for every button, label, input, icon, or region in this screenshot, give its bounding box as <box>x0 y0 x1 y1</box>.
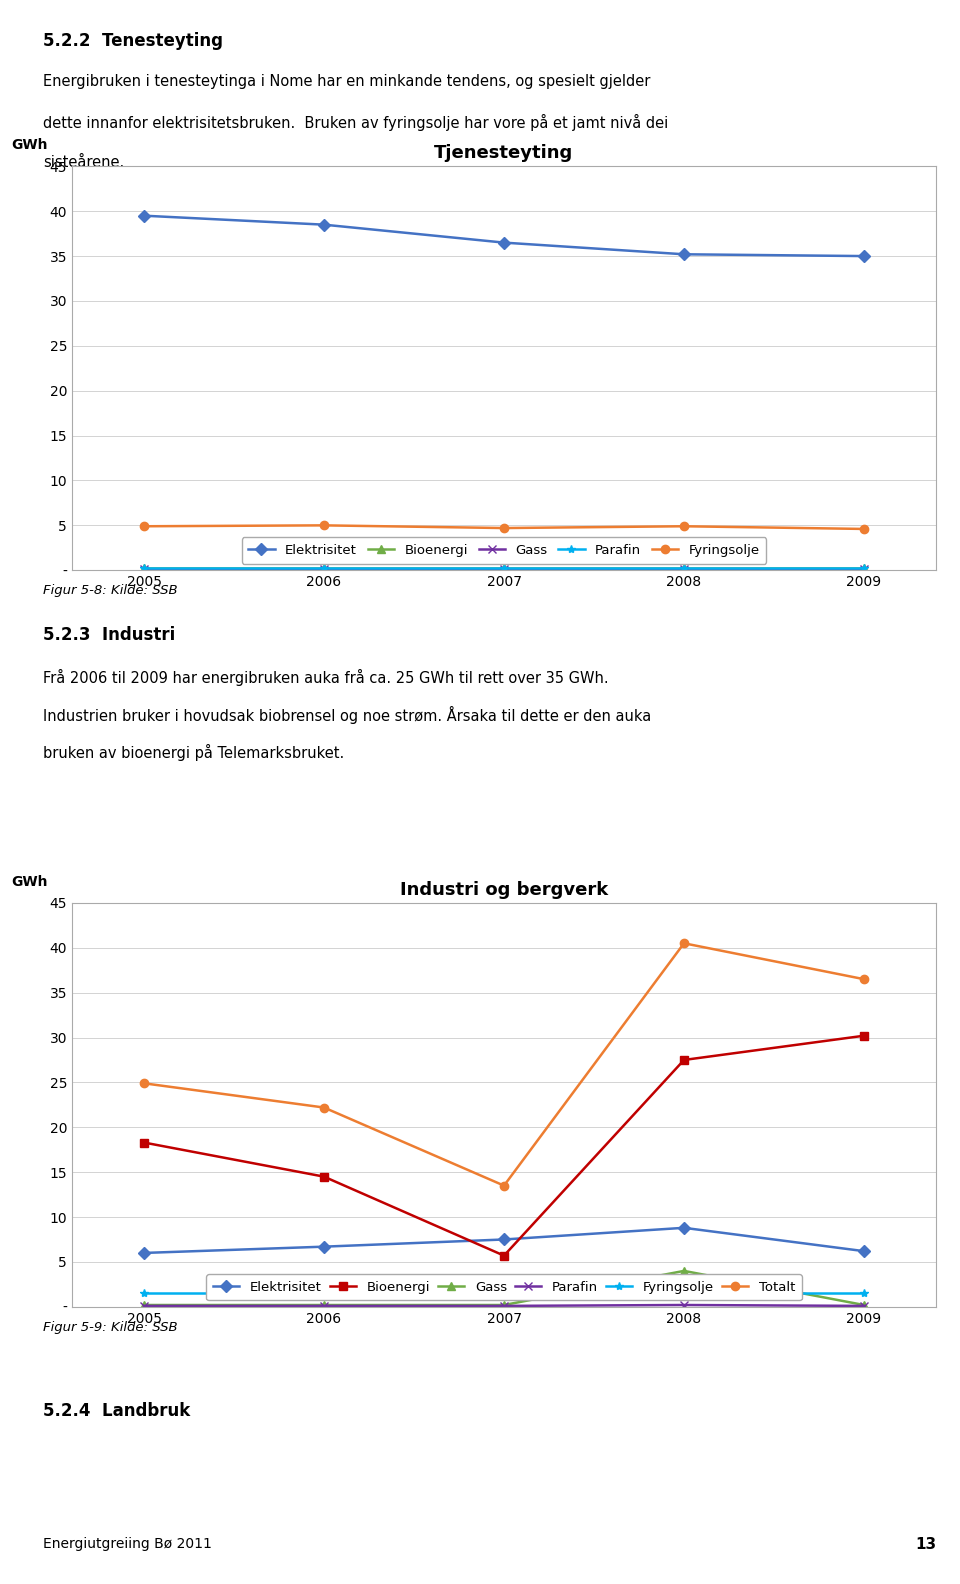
Gass <box>498 1296 510 1315</box>
Line: Gass: Gass <box>140 1267 868 1308</box>
Text: Figur 5-8: Kilde: SSB: Figur 5-8: Kilde: SSB <box>43 584 178 597</box>
Bioenergi <box>138 1133 150 1152</box>
Gass <box>319 559 330 578</box>
Totalt <box>858 969 870 988</box>
Text: bruken av bioenergi på Telemarksbruket.: bruken av bioenergi på Telemarksbruket. <box>43 744 345 762</box>
Elektrisitet <box>498 233 510 252</box>
Line: Elektrisitet: Elektrisitet <box>140 1224 868 1258</box>
Bioenergi <box>319 1167 330 1186</box>
Gass <box>498 559 510 578</box>
Elektrisitet <box>138 1243 150 1262</box>
Fyringsolje <box>498 518 510 537</box>
Gass <box>138 1296 150 1315</box>
Totalt <box>319 1098 330 1117</box>
Line: Fyringsolje: Fyringsolje <box>140 521 868 534</box>
Parafin <box>678 559 689 578</box>
Gass <box>858 1296 870 1315</box>
Text: dette innanfor elektrisitetsbruken.  Bruken av fyringsolje har vore på et jamt n: dette innanfor elektrisitetsbruken. Bruk… <box>43 114 668 131</box>
Line: Parafin: Parafin <box>140 564 868 572</box>
Line: Parafin: Parafin <box>140 1300 868 1310</box>
Legend: Elektrisitet, Bioenergi, Gass, Parafin, Fyringsolje: Elektrisitet, Bioenergi, Gass, Parafin, … <box>242 537 766 564</box>
Elektrisitet <box>858 1242 870 1261</box>
Line: Bioenergi: Bioenergi <box>140 1031 868 1259</box>
Bioenergi <box>138 558 150 577</box>
Text: 13: 13 <box>915 1536 936 1552</box>
Text: Energiutgreiing Bø 2011: Energiutgreiing Bø 2011 <box>43 1538 212 1551</box>
Legend: Elektrisitet, Bioenergi, Gass, Parafin, Fyringsolje, Totalt: Elektrisitet, Bioenergi, Gass, Parafin, … <box>206 1274 802 1300</box>
Parafin <box>138 559 150 578</box>
Fyringsolje <box>138 1283 150 1302</box>
Parafin <box>858 559 870 578</box>
Fyringsolje <box>858 1283 870 1302</box>
Fyringsolje <box>678 1283 689 1302</box>
Parafin <box>498 559 510 578</box>
Line: Bioenergi: Bioenergi <box>140 564 868 572</box>
Text: Figur 5-9: Kilde: SSB: Figur 5-9: Kilde: SSB <box>43 1321 178 1334</box>
Text: 5.2.3  Industri: 5.2.3 Industri <box>43 626 176 643</box>
Elektrisitet <box>319 1237 330 1256</box>
Line: Gass: Gass <box>140 565 868 573</box>
Bioenergi <box>858 1026 870 1045</box>
Line: Elektrisitet: Elektrisitet <box>140 212 868 260</box>
Fyringsolje <box>138 516 150 535</box>
Elektrisitet <box>498 1229 510 1248</box>
Line: Fyringsolje: Fyringsolje <box>140 1289 868 1297</box>
Fyringsolje <box>319 1283 330 1302</box>
Bioenergi <box>498 558 510 577</box>
Parafin <box>319 1296 330 1315</box>
Totalt <box>138 1074 150 1093</box>
Text: GWh: GWh <box>12 874 48 889</box>
Text: GWh: GWh <box>12 138 48 152</box>
Totalt <box>678 933 689 952</box>
Text: 5.2.2  Tenesteyting: 5.2.2 Tenesteyting <box>43 32 223 49</box>
Gass <box>319 1296 330 1315</box>
Gass <box>678 559 689 578</box>
Elektrisitet <box>319 215 330 234</box>
Fyringsolje <box>498 1283 510 1302</box>
Parafin <box>498 1296 510 1315</box>
Bioenergi <box>858 558 870 577</box>
Bioenergi <box>498 1247 510 1266</box>
Parafin <box>858 1296 870 1315</box>
Fyringsolje <box>858 520 870 539</box>
Text: Frå 2006 til 2009 har energibruken auka frå ca. 25 GWh til rett over 35 GWh.: Frå 2006 til 2009 har energibruken auka … <box>43 668 609 686</box>
Text: Industrien bruker i hovudsak biobrensel og noe strøm. Årsaka til dette er den au: Industrien bruker i hovudsak biobrensel … <box>43 706 652 724</box>
Parafin <box>138 1296 150 1315</box>
Text: sisteårene.: sisteårene. <box>43 155 125 169</box>
Elektrisitet <box>678 246 689 265</box>
Line: Totalt: Totalt <box>140 939 868 1190</box>
Elektrisitet <box>138 206 150 225</box>
Gass <box>138 559 150 578</box>
Parafin <box>319 559 330 578</box>
Bioenergi <box>678 558 689 577</box>
Elektrisitet <box>858 247 870 266</box>
Fyringsolje <box>319 516 330 535</box>
Parafin <box>678 1296 689 1315</box>
Text: 5.2.4  Landbruk: 5.2.4 Landbruk <box>43 1402 190 1419</box>
Totalt <box>498 1175 510 1194</box>
Gass <box>858 559 870 578</box>
Fyringsolje <box>678 516 689 535</box>
Text: Energibruken i tenesteytinga i Nome har en minkande tendens, og spesielt gjelder: Energibruken i tenesteytinga i Nome har … <box>43 74 651 89</box>
Elektrisitet <box>678 1218 689 1237</box>
Title: Industri og bergverk: Industri og bergverk <box>400 881 608 898</box>
Bioenergi <box>319 558 330 577</box>
Gass <box>678 1261 689 1280</box>
Title: Tjenesteyting: Tjenesteyting <box>434 144 574 162</box>
Bioenergi <box>678 1050 689 1069</box>
